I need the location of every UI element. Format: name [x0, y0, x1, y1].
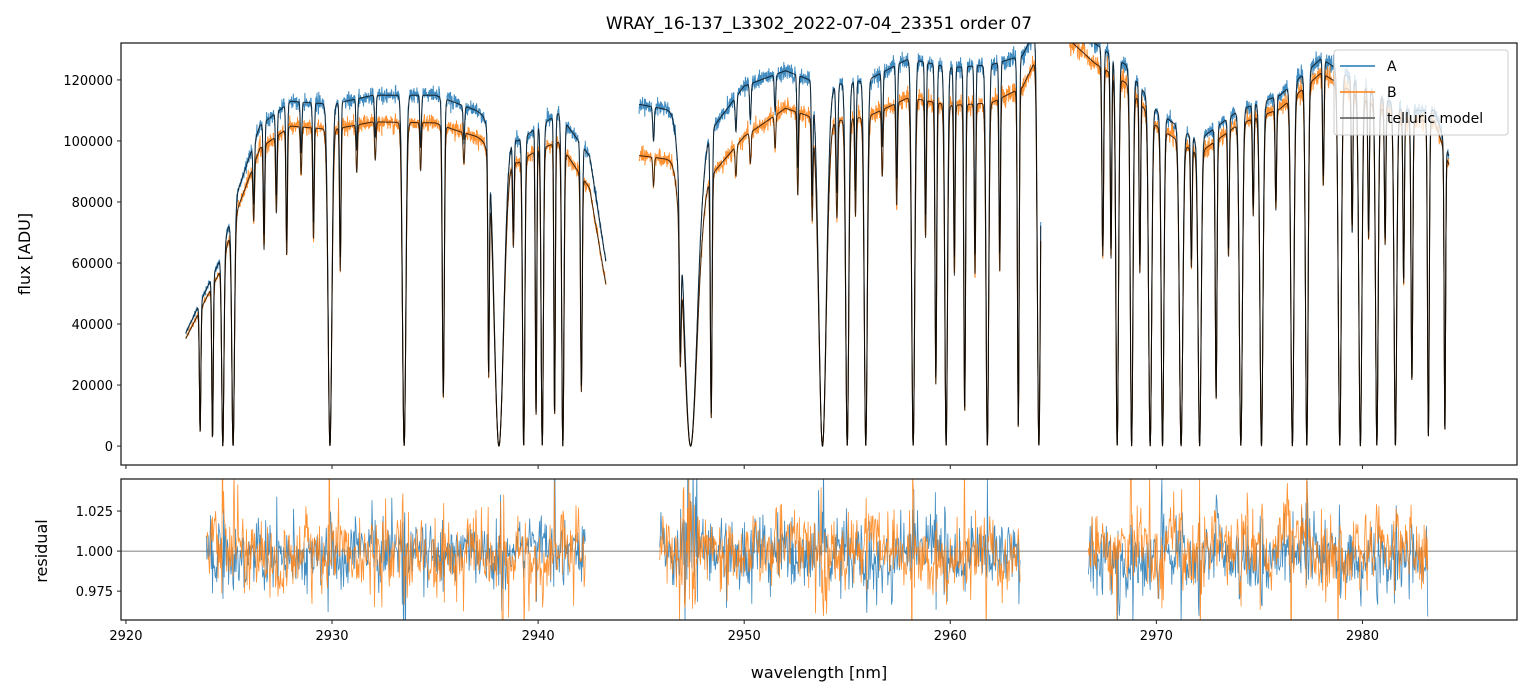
residual-y-tick-label: 0.975 — [76, 585, 113, 600]
residual-y-axis-label: residual — [32, 519, 51, 582]
x-tick-label: 2940 — [522, 629, 555, 644]
x-tick-label: 2970 — [1140, 629, 1173, 644]
residual-b-line — [1087, 479, 1429, 620]
residual-a-line — [1087, 479, 1429, 620]
x-tick-label: 2950 — [728, 629, 761, 644]
x-tick-label: 2920 — [109, 629, 142, 644]
telluric-model-b-line — [639, 64, 1042, 447]
residual-y-tick-label: 1.025 — [76, 505, 113, 520]
flux-y-axis-label: flux [ADU] — [15, 213, 34, 295]
legend-label-telluric-model: telluric model — [1387, 111, 1483, 127]
residual-a-line — [659, 479, 1021, 620]
x-tick-label: 2980 — [1346, 629, 1379, 644]
residual-y-tick-label: 1.000 — [76, 545, 113, 560]
x-tick-label: 2960 — [934, 629, 967, 644]
telluric-model-a-line — [638, 43, 1042, 448]
flux-y-tick-label: 60000 — [72, 257, 113, 272]
flux-y-tick-label: 120000 — [63, 74, 113, 89]
legend-box — [1333, 49, 1509, 136]
x-tick-label: 2930 — [315, 629, 348, 644]
flux-y-tick-label: 40000 — [72, 318, 113, 333]
flux-y-tick-label: 20000 — [72, 379, 113, 394]
flux-plot-area — [185, 43, 1450, 448]
residual-plot-area — [121, 479, 1517, 620]
legend-label-b: B — [1387, 85, 1397, 101]
x-axis-label: wavelength [nm] — [751, 663, 888, 682]
legend: A B telluric model — [1333, 49, 1509, 136]
chart-title: WRAY_16-137_L3302_2022-07-04_23351 order… — [606, 14, 1032, 34]
flux-y-tick-label: 100000 — [63, 135, 113, 150]
flux-y-tick-label: 80000 — [72, 196, 113, 211]
telluric-model-b-line — [185, 121, 607, 447]
flux-y-tick-label: 0 — [105, 440, 113, 455]
series-a-line — [638, 43, 1042, 448]
residual-b-line — [659, 479, 1021, 620]
residual-axes-frame — [120, 478, 1518, 621]
flux-axes-frame — [120, 42, 1518, 466]
series-b-line — [638, 55, 1042, 447]
telluric-model-b-line — [1071, 43, 1450, 447]
legend-label-a: A — [1387, 59, 1397, 75]
residual-b-line — [205, 479, 586, 620]
